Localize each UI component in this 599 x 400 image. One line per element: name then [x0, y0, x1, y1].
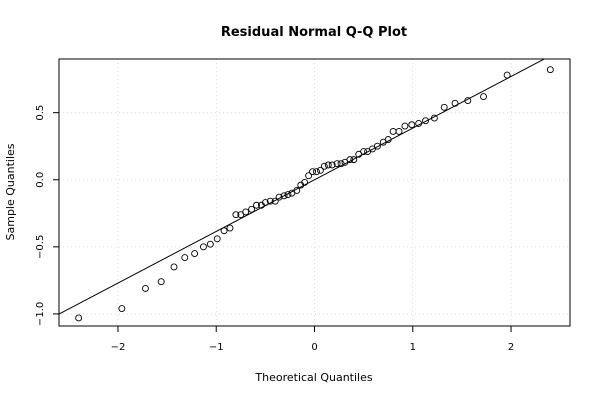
data-point-52 — [422, 117, 429, 125]
reference-line-layer — [59, 59, 546, 315]
data-point-12 — [232, 211, 240, 219]
data-point-41 — [360, 148, 368, 156]
data-point-50 — [408, 121, 416, 129]
data-point-35 — [333, 160, 341, 168]
data-point-38 — [346, 156, 354, 164]
data-point-28 — [305, 172, 313, 180]
data-point-9 — [213, 235, 221, 243]
grid — [59, 59, 570, 326]
data-point-10 — [220, 227, 228, 235]
data-point-7 — [200, 243, 207, 251]
data-point-54 — [440, 103, 448, 111]
data-point-59 — [546, 66, 554, 74]
data-point-36 — [337, 160, 345, 168]
data-point-57 — [480, 93, 487, 101]
data-point-15 — [248, 205, 256, 213]
data-point-55 — [451, 99, 459, 107]
data-point-31 — [316, 166, 324, 174]
data-points — [75, 66, 554, 322]
data-point-2 — [142, 284, 149, 292]
data-point-48 — [395, 128, 403, 135]
data-point-18 — [261, 199, 269, 207]
data-point-27 — [301, 178, 309, 186]
data-point-14 — [242, 208, 250, 216]
chart-title: Residual Normal Q-Q Plot — [221, 25, 407, 40]
data-point-29 — [309, 168, 316, 176]
data-point-25 — [293, 187, 301, 194]
data-point-39 — [350, 156, 358, 164]
y-tick-label-0: −1.0 — [35, 302, 46, 326]
data-point-30 — [313, 168, 320, 176]
data-point-51 — [415, 119, 423, 127]
data-point-3 — [157, 278, 165, 286]
y-tick-label-1: −0.5 — [35, 235, 46, 259]
data-point-23 — [284, 191, 292, 198]
x-tick-label-2: 0 — [311, 342, 317, 353]
data-point-32 — [320, 162, 328, 170]
data-point-16 — [253, 201, 260, 209]
data-point-56 — [464, 97, 472, 105]
data-point-46 — [384, 136, 392, 143]
data-point-53 — [430, 114, 438, 122]
data-point-1 — [118, 305, 126, 313]
data-point-49 — [401, 122, 409, 130]
x-axis: −2 −1 0 1 2 — [111, 326, 514, 353]
data-point-0 — [75, 314, 83, 322]
y-axis-label: Sample Quantiles — [4, 143, 17, 240]
x-tick-label-1: −1 — [209, 342, 224, 353]
y-tick-label-3: 0.5 — [35, 105, 46, 121]
x-tick-label-3: 1 — [410, 342, 416, 353]
data-point-21 — [275, 193, 283, 201]
data-point-11 — [226, 224, 234, 232]
y-axis: −1.0 −0.5 0.0 0.5 — [35, 105, 59, 326]
data-point-22 — [280, 192, 288, 200]
y-tick-label-2: 0.0 — [35, 172, 46, 188]
x-axis-label: Theoretical Quantiles — [254, 371, 372, 384]
data-point-6 — [191, 250, 199, 257]
x-tick-label-0: −2 — [111, 342, 126, 353]
data-point-4 — [170, 263, 178, 271]
data-point-47 — [389, 128, 397, 135]
data-point-20 — [271, 197, 279, 205]
data-point-58 — [503, 71, 511, 79]
data-point-33 — [324, 161, 332, 169]
data-point-19 — [266, 197, 274, 205]
x-tick-label-4: 2 — [508, 342, 514, 353]
data-point-5 — [181, 254, 189, 262]
data-point-8 — [206, 240, 214, 248]
data-point-44 — [373, 142, 381, 150]
reference-line — [59, 59, 546, 315]
data-point-34 — [328, 161, 336, 169]
